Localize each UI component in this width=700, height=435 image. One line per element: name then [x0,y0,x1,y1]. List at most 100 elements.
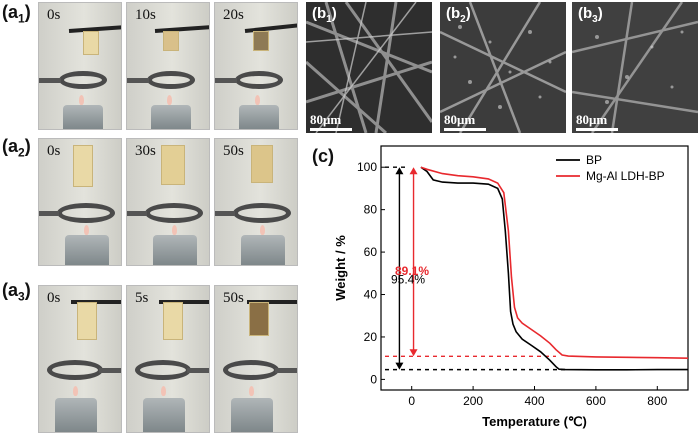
photo-a1-3: 20s [214,2,298,130]
sem-image-b3: (b3) 80μm [572,2,698,133]
y-tick-label: 20 [364,330,378,344]
burner-ring [223,360,279,380]
paper-sample [253,31,269,51]
tweezer [159,300,209,304]
photo-a1-2: 10s [126,2,210,130]
y-tick-label: 40 [364,288,378,302]
y-axis-label: Weight / % [333,235,348,301]
x-tick-label: 200 [463,394,483,408]
burner-ring [57,203,115,223]
time-label: 10s [135,7,156,23]
ring-stand-rod [187,368,209,373]
alcohol-lamp [65,235,109,265]
panel-label-a1-main: (a [2,2,19,22]
flame [249,386,254,396]
tga-chart: (c) 0 200 400 600 800 0 20 40 60 80 100 Temperature… [312,145,689,429]
panel-label-a2: (a2) [2,136,31,160]
panel-label-c: (c) [312,146,334,166]
sem-label-b2-sub: 2 [460,14,466,25]
panel-label-a3: (a3) [2,280,31,304]
photo-a1-1: 0s [38,2,122,130]
x-axis-label: Temperature (℃) [482,414,587,429]
ring-stand-rod [39,78,61,83]
fiber-texture [572,2,698,133]
paper-sample [73,145,93,187]
ring-stand-rod [127,211,147,216]
panel-label-a2-sub: 2 [18,145,25,160]
time-label: 0s [47,290,61,306]
paper-sample [249,302,269,336]
legend-label: Mg-Al LDH-BP [586,169,665,183]
flame [167,95,172,105]
panel-label-a3-end: ) [24,280,31,300]
y-tick-label: 100 [357,160,377,174]
annotation: 95.4% [391,273,425,287]
sem-label-b2-main: (b [446,5,461,22]
x-tick-label: 0 [408,394,415,408]
fiber-texture [440,2,566,133]
tweezer [247,300,297,304]
paper-sample [163,31,179,51]
sem-image-b2: (b2) 80μm [440,2,566,133]
photo-a2-1: 0s [38,138,122,266]
x-tick-label: 600 [586,394,606,408]
paper-sample [163,302,183,340]
series-line-mg-al-ldh-bp [420,166,689,359]
annotation: 89.1% [395,264,429,278]
series-line-bp [420,166,688,371]
burner-ring [235,71,283,89]
y-tick-label: 0 [370,372,377,386]
time-label: 50s [223,290,244,306]
alcohol-lamp [153,235,197,265]
arrowhead-top [395,167,404,175]
paper-sample [161,145,185,185]
sem-label-b1-main: (b [312,5,327,22]
flame [161,386,166,396]
panel-label-a3-main: (a [2,280,19,300]
panel-label-a3-sub: 3 [18,289,25,304]
scale-bar-label: 80μm [310,112,342,127]
scale-bar [576,128,618,131]
time-label: 5s [135,290,149,306]
sem-label-b3-sub: 3 [592,14,598,25]
legend-label: BP [586,153,602,167]
time-label: 0s [47,143,61,159]
scale-bar [310,128,352,131]
alcohol-lamp [55,398,97,432]
arrowhead-bottom [409,349,418,357]
sem-label-b3-main: (b [578,5,593,22]
flame [79,95,84,105]
alcohol-lamp [241,235,285,265]
paper-sample [83,31,99,55]
scale-bar-label: 80μm [576,112,608,127]
burner-ring [47,360,103,380]
sem-label-b1: (b1) [312,5,337,25]
alcohol-lamp [231,398,273,432]
scale-bar [444,128,486,131]
paper-sample [251,145,273,183]
sem-label-b2-end: ) [465,5,471,22]
fiber-texture [306,2,432,133]
burner-ring [233,203,291,223]
photo-a3-2: 5s [126,285,210,433]
ring-stand-rod [99,368,121,373]
ring-stand-rod [39,211,59,216]
arrowhead-bottom [395,362,404,370]
alcohol-lamp [143,398,185,432]
flame [260,225,265,235]
y-tick-label: 80 [364,203,378,217]
flame [172,225,177,235]
y-tick-label: 60 [364,245,378,259]
panel-label-a1-end: ) [24,2,31,22]
burner-ring [135,360,191,380]
panel-label-a1-sub: 1 [18,11,25,26]
time-label: 30s [135,143,156,159]
photo-a3-3: 50s [214,285,298,433]
x-tick-label: 400 [524,394,544,408]
time-label: 50s [223,143,244,159]
burner-ring [59,71,107,89]
time-label: 20s [223,7,244,23]
ring-stand-rod [275,368,297,373]
burner-ring [147,71,195,89]
alcohol-lamp [239,105,279,129]
